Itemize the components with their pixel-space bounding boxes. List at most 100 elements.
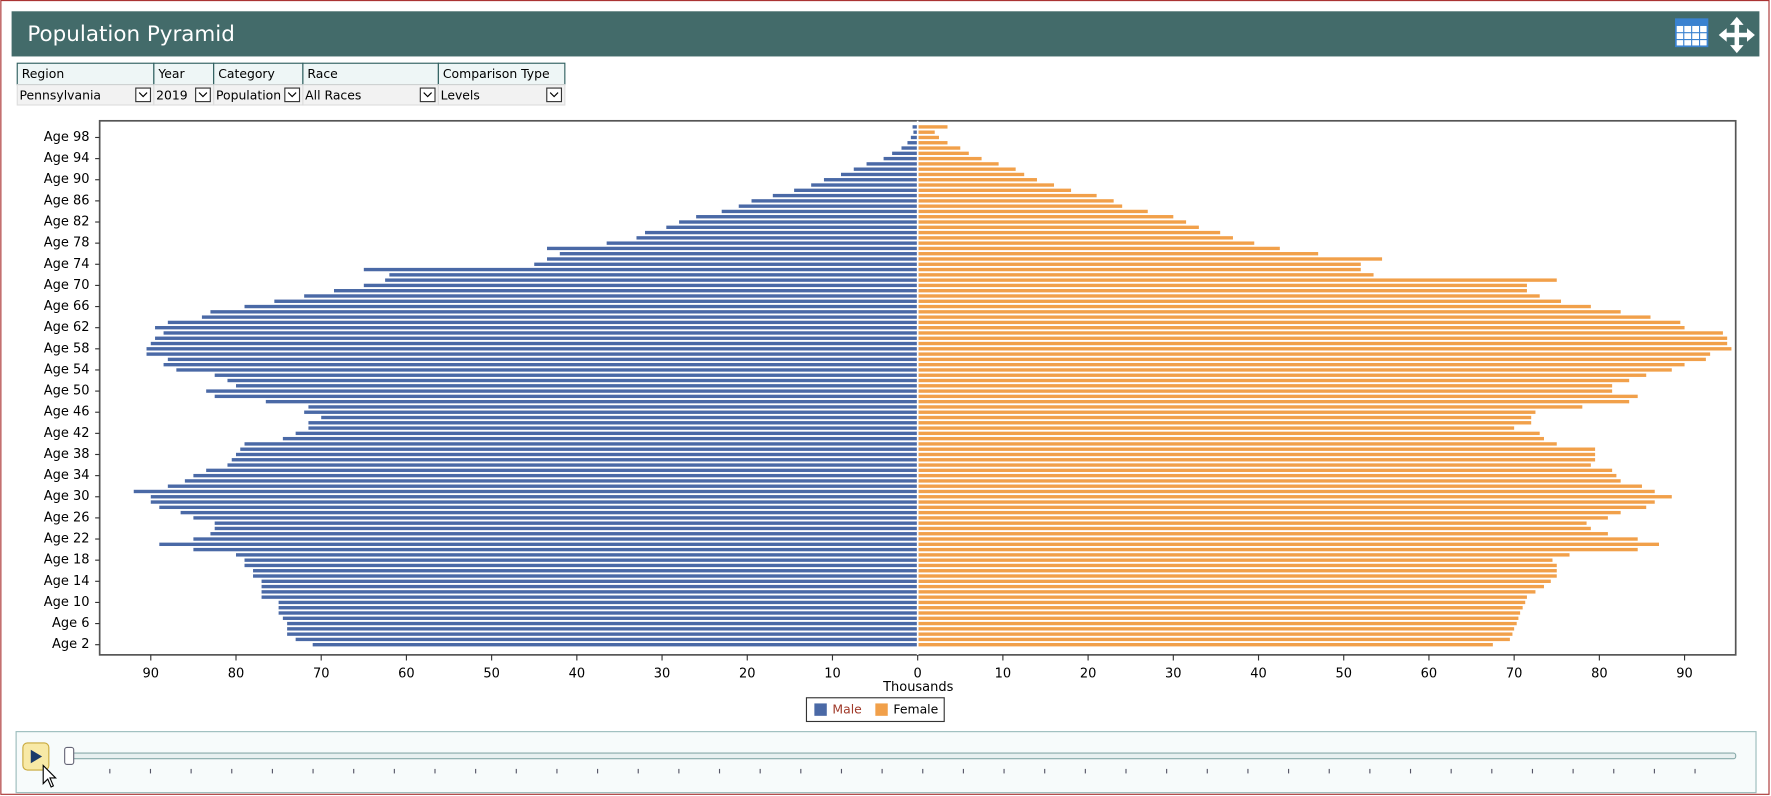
dropdown-arrow bbox=[419, 87, 436, 103]
bar bbox=[235, 452, 918, 457]
x-tick-label: 70 bbox=[1506, 667, 1523, 682]
bar bbox=[917, 246, 1280, 251]
bar bbox=[738, 204, 918, 208]
bar bbox=[917, 563, 1557, 568]
bar bbox=[308, 421, 918, 425]
dropdown-field bbox=[437, 84, 566, 106]
move-icon[interactable] bbox=[1718, 16, 1755, 54]
bar bbox=[917, 579, 1551, 583]
bar bbox=[772, 193, 918, 198]
bar bbox=[823, 178, 918, 182]
y-tick-label: Age 54 bbox=[44, 362, 90, 377]
filter-dropdown[interactable]: All Races bbox=[302, 84, 439, 106]
bar bbox=[917, 410, 1536, 414]
y-tick-label: Age 6 bbox=[52, 616, 89, 631]
bar bbox=[917, 521, 1587, 525]
bar bbox=[917, 584, 1544, 589]
bar bbox=[214, 394, 918, 399]
header-title: Population Pyramid bbox=[27, 22, 234, 47]
filter-dropdown[interactable]: 2019 bbox=[153, 84, 215, 106]
bar bbox=[917, 643, 1493, 647]
bar bbox=[917, 373, 1647, 377]
bar bbox=[917, 558, 1553, 562]
filter-dropdown[interactable]: Levels bbox=[437, 84, 566, 106]
bar bbox=[917, 489, 1655, 494]
y-tick-label: Age 14 bbox=[44, 574, 90, 589]
bar bbox=[917, 362, 1685, 367]
bar bbox=[917, 156, 982, 161]
bar bbox=[274, 299, 918, 303]
bar bbox=[917, 505, 1647, 510]
bar bbox=[227, 463, 918, 467]
play-button[interactable] bbox=[22, 742, 50, 771]
bar bbox=[917, 452, 1596, 457]
slider-thumb[interactable] bbox=[64, 746, 75, 765]
y-tick-label: Age 30 bbox=[44, 489, 90, 504]
y-tick-label: Age 66 bbox=[44, 299, 90, 314]
bar bbox=[363, 267, 918, 272]
bar bbox=[163, 331, 918, 335]
legend: Male Female bbox=[814, 702, 938, 717]
y-tick-label: Age 82 bbox=[44, 215, 90, 230]
bar bbox=[278, 611, 918, 615]
bar bbox=[917, 220, 1187, 224]
bar bbox=[547, 257, 918, 261]
filter-label: Race bbox=[307, 66, 337, 81]
slider-ticks bbox=[109, 768, 1696, 774]
bar bbox=[167, 320, 918, 325]
x-tick-label: 50 bbox=[483, 667, 500, 682]
bar bbox=[910, 135, 918, 140]
y-tick-label: Age 86 bbox=[44, 193, 90, 208]
bar bbox=[917, 325, 1685, 330]
dropdown-chevron bbox=[198, 92, 208, 98]
bar bbox=[917, 167, 1016, 171]
bar bbox=[150, 500, 918, 504]
bar bbox=[167, 484, 918, 488]
x-tick-label: 20 bbox=[1080, 667, 1097, 682]
bar bbox=[636, 236, 918, 240]
table-icon[interactable] bbox=[1675, 18, 1709, 48]
dropdown-arrow bbox=[135, 87, 152, 103]
filter-dropdown[interactable]: Population bbox=[213, 84, 304, 106]
bar bbox=[155, 325, 918, 330]
bar bbox=[917, 283, 1527, 288]
bar bbox=[210, 310, 918, 314]
bar bbox=[901, 146, 918, 150]
bar bbox=[282, 436, 918, 441]
player-panel bbox=[15, 731, 1757, 794]
filter-label: Year bbox=[157, 66, 185, 81]
filter-dropdown[interactable]: Pennsylvania bbox=[16, 84, 155, 106]
bar bbox=[278, 606, 918, 610]
bar bbox=[547, 246, 918, 251]
bar bbox=[917, 479, 1621, 483]
bar bbox=[210, 532, 918, 536]
y-tick-label: Age 70 bbox=[44, 278, 90, 293]
bar bbox=[917, 600, 1526, 605]
bar bbox=[917, 611, 1521, 615]
bar bbox=[666, 225, 918, 229]
bar bbox=[261, 584, 918, 589]
bar bbox=[917, 151, 969, 156]
filter-label: Region bbox=[22, 66, 64, 81]
slider-track[interactable] bbox=[65, 752, 1737, 760]
bar bbox=[917, 347, 1732, 351]
bar bbox=[917, 278, 1557, 282]
x-tick-label: 10 bbox=[995, 667, 1012, 682]
bar bbox=[696, 215, 918, 219]
bar bbox=[287, 621, 918, 626]
bar bbox=[321, 415, 918, 420]
bar bbox=[917, 516, 1608, 520]
bar bbox=[917, 315, 1651, 319]
bar bbox=[811, 183, 918, 187]
bar bbox=[917, 574, 1557, 578]
dropdown-value: 2019 bbox=[156, 87, 188, 102]
bar bbox=[287, 632, 918, 636]
bar bbox=[606, 241, 918, 245]
bar bbox=[559, 252, 918, 256]
bar bbox=[907, 141, 918, 145]
bar bbox=[235, 553, 918, 557]
bar bbox=[333, 289, 918, 293]
bar bbox=[917, 320, 1681, 325]
bar bbox=[917, 357, 1706, 362]
